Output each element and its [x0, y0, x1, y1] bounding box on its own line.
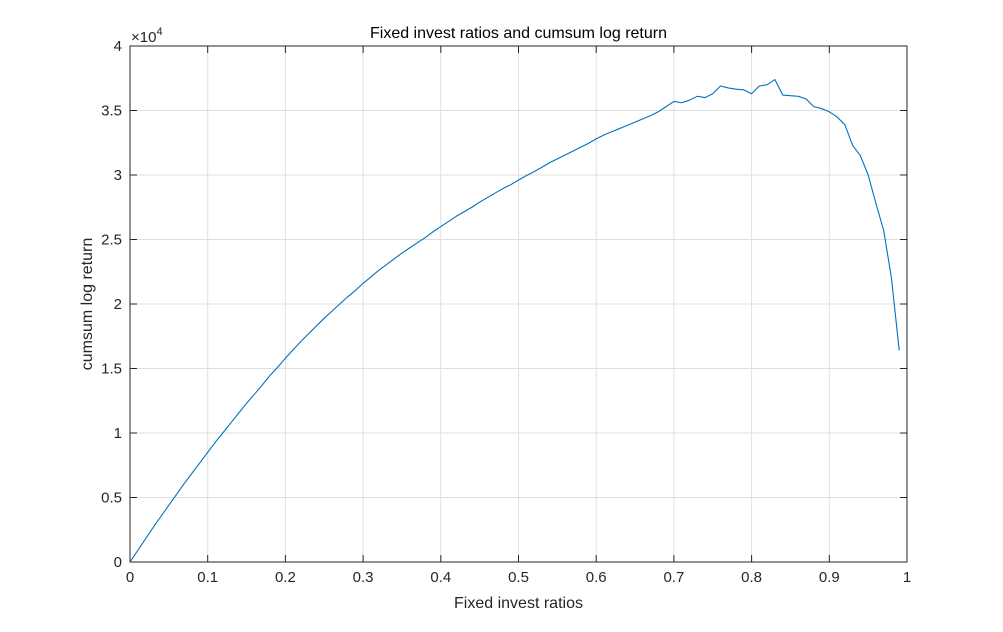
- x-tick-label: 1: [903, 569, 911, 586]
- x-tick-label: 0.5: [508, 569, 529, 586]
- y-tick-label: 2: [114, 296, 122, 313]
- y-tick-label: 0.5: [101, 490, 122, 507]
- y-tick-label: 3: [114, 167, 122, 184]
- x-tick-label: 0.8: [741, 569, 762, 586]
- x-tick-label: 0.9: [819, 569, 840, 586]
- x-tick-label: 0.6: [586, 569, 607, 586]
- y-tick-label: 3.5: [101, 103, 122, 120]
- x-axis-label: Fixed invest ratios: [454, 595, 583, 612]
- y-axis-label: cumsum log return: [79, 238, 96, 371]
- x-tick-label: 0.2: [275, 569, 296, 586]
- grid: [129, 45, 908, 563]
- y-tick-label: 0: [114, 554, 122, 571]
- x-tick-label: 0: [126, 569, 134, 586]
- x-tick-label: 0.7: [663, 569, 684, 586]
- x-tick-label: 0.4: [430, 569, 451, 586]
- tick-marks: [129, 45, 908, 563]
- y-axis-multiplier: ×104: [131, 26, 163, 46]
- tick-labels: 0 0.1 0.2 0.3 0.4 0.5 0.6 0.7 0.8 0.9 1 0 0.5 1 1.5 2 2.…: [101, 38, 911, 586]
- y-tick-label: 2.5: [101, 232, 122, 249]
- y-multiplier-base: ×10: [131, 29, 156, 46]
- x-tick-label: 0.1: [197, 569, 218, 586]
- y-tick-label: 1: [114, 425, 122, 442]
- y-multiplier-exponent: 4: [156, 26, 162, 38]
- series-line: [129, 78, 900, 563]
- y-tick-label: 1.5: [101, 361, 122, 378]
- y-tick-label: 4: [114, 38, 122, 55]
- x-tick-label: 0.3: [353, 569, 374, 586]
- chart-title: Fixed invest ratios and cumsum log retur…: [370, 25, 667, 42]
